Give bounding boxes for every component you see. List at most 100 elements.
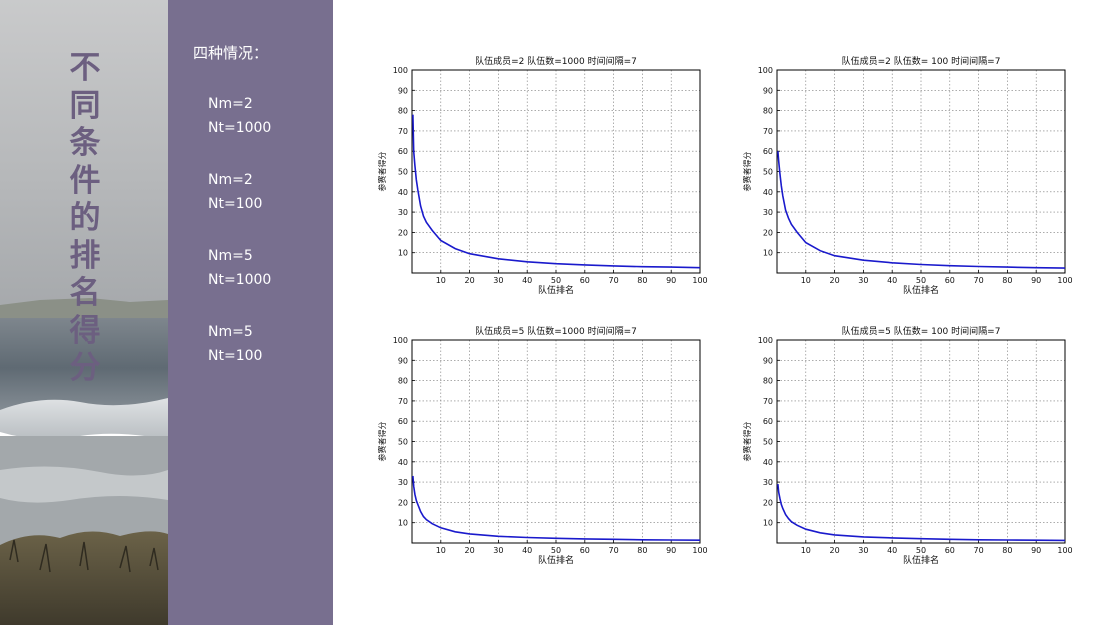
title-char: 的 — [69, 200, 101, 236]
x-tick-label: 50 — [551, 276, 561, 285]
x-tick-label: 70 — [974, 546, 984, 555]
x-tick-label: 80 — [1002, 546, 1012, 555]
y-tick-label: 100 — [393, 66, 408, 75]
y-tick-label: 20 — [763, 498, 773, 507]
y-tick-label: 50 — [398, 438, 408, 447]
case-item: Nm=2 Nt=1000 — [208, 92, 271, 140]
y-tick-label: 100 — [758, 66, 773, 75]
x-tick-label: 20 — [465, 546, 475, 555]
chart-nm2-nt1000: 队伍成员=2 队伍数=1000 时间间隔=7 10 20 30 40 50 60 70 80 90… — [377, 55, 708, 296]
chart-title: 队伍成员=5 队伍数=1000 时间间隔=7 — [475, 325, 637, 337]
x-tick-label: 90 — [1031, 276, 1041, 285]
y-axis-label: 参赛者得分 — [377, 152, 387, 192]
y-tick-label: 70 — [398, 397, 408, 406]
series-line — [412, 475, 701, 541]
x-tick-label: 10 — [436, 276, 446, 285]
y-tick-label: 30 — [398, 208, 408, 217]
case-item: Nm=5 Nt=100 — [208, 320, 262, 368]
x-axis-label: 队伍排名 — [538, 554, 574, 566]
case-item: Nm=5 Nt=1000 — [208, 244, 271, 292]
y-tick-label: 80 — [763, 107, 773, 116]
seascape-photo — [0, 0, 168, 625]
x-tick-label: 20 — [830, 276, 840, 285]
y-tick-label: 60 — [398, 147, 408, 156]
x-tick-label: 90 — [1031, 546, 1041, 555]
x-tick-label: 70 — [609, 546, 619, 555]
y-tick-label: 70 — [763, 127, 773, 136]
x-tick-label: 100 — [1057, 546, 1072, 555]
x-tick-label: 100 — [692, 546, 707, 555]
y-axis-label: 参赛者得分 — [742, 422, 752, 462]
x-tick-label: 10 — [801, 546, 811, 555]
x-tick-label: 80 — [637, 276, 647, 285]
y-tick-label: 90 — [763, 356, 773, 365]
y-tick-label: 10 — [763, 519, 773, 528]
case-nm: Nm=5 — [208, 248, 253, 264]
title-char: 同 — [69, 87, 101, 124]
x-tick-label: 60 — [580, 546, 590, 555]
y-tick-label: 90 — [398, 356, 408, 365]
x-tick-label: 60 — [945, 276, 955, 285]
plot-frame — [776, 339, 1066, 544]
y-tick-label: 40 — [763, 188, 773, 197]
y-tick-label: 90 — [763, 86, 773, 95]
case-nt: Nt=100 — [208, 348, 263, 364]
x-tick-label: 20 — [830, 546, 840, 555]
title-char: 名 — [69, 275, 101, 311]
chart-nm5-nt100: 队伍成员=5 队伍数= 100 时间间隔=7 10 20 30 40 50 60 70 80 90… — [742, 325, 1073, 566]
chart-title: 队伍成员=2 队伍数=1000 时间间隔=7 — [475, 55, 637, 67]
y-tick-label: 50 — [763, 168, 773, 177]
case-nt: Nt=1000 — [208, 120, 272, 136]
x-tick-label: 90 — [666, 276, 676, 285]
conditions-panel: 四种情况： Nm=2 Nt=1000 Nm=2 Nt=100 Nm=5 Nt=1… — [168, 0, 333, 625]
y-tick-label: 70 — [763, 397, 773, 406]
x-tick-label: 30 — [858, 546, 868, 555]
x-tick-label: 40 — [887, 276, 897, 285]
x-tick-label: 10 — [801, 276, 811, 285]
plot-frame — [411, 339, 701, 544]
title-char: 得 — [69, 312, 101, 349]
x-tick-label: 60 — [945, 546, 955, 555]
plot-frame — [776, 69, 1066, 274]
y-tick-label: 30 — [763, 208, 773, 217]
title-char: 条 — [69, 125, 101, 161]
y-tick-label: 60 — [763, 417, 773, 426]
case-nm: Nm=5 — [208, 324, 253, 340]
case-nm: Nm=2 — [208, 96, 253, 112]
y-axis-label: 参赛者得分 — [742, 152, 752, 192]
x-tick-label: 20 — [465, 276, 475, 285]
y-tick-label: 60 — [398, 417, 408, 426]
y-tick-label: 80 — [398, 107, 408, 116]
title-char: 排 — [69, 237, 101, 274]
y-tick-label: 100 — [758, 336, 773, 345]
y-tick-label: 40 — [398, 188, 408, 197]
chart-title: 队伍成员=5 队伍数= 100 时间间隔=7 — [842, 325, 1001, 337]
series-line — [412, 114, 701, 269]
case-nt: Nt=100 — [208, 196, 263, 212]
case-nm: Nm=2 — [208, 172, 253, 188]
y-tick-label: 50 — [398, 168, 408, 177]
plot-frame — [411, 69, 701, 274]
y-tick-label: 60 — [763, 147, 773, 156]
title-char: 件 — [69, 162, 101, 199]
y-tick-label: 20 — [398, 228, 408, 237]
y-tick-label: 100 — [393, 336, 408, 345]
chart-nm5-nt1000: 队伍成员=5 队伍数=1000 时间间隔=7 10 20 30 40 50 60 70 80 90… — [377, 325, 708, 566]
series-line — [777, 484, 1066, 542]
x-tick-label: 50 — [916, 276, 926, 285]
y-tick-label: 10 — [398, 249, 408, 258]
x-tick-label: 50 — [916, 546, 926, 555]
series-line — [777, 151, 1066, 269]
y-tick-label: 40 — [398, 458, 408, 467]
x-tick-label: 30 — [493, 546, 503, 555]
y-tick-label: 40 — [763, 458, 773, 467]
y-tick-label: 20 — [398, 498, 408, 507]
title-char: 分 — [69, 350, 101, 386]
y-tick-label: 80 — [763, 377, 773, 386]
y-tick-label: 10 — [763, 249, 773, 258]
x-tick-label: 80 — [637, 546, 647, 555]
y-tick-label: 70 — [398, 127, 408, 136]
x-axis-label: 队伍排名 — [538, 284, 574, 296]
x-tick-label: 70 — [974, 276, 984, 285]
chart-title: 队伍成员=2 队伍数= 100 时间间隔=7 — [842, 55, 1001, 67]
